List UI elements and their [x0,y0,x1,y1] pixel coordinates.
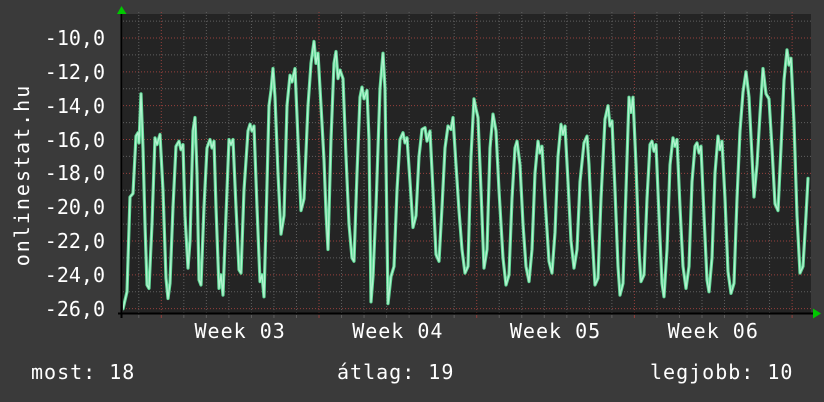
y-tick-label: -18,0 [44,161,105,186]
stat-now: most: 18 [31,360,136,384]
y-tick-label: -10,0 [44,26,105,50]
stat-best: legjobb: 10 [650,360,794,384]
y-tick-label: -22,0 [44,229,105,253]
x-tick-label: Week 05 [509,319,602,343]
signal-line-highlight [123,40,809,310]
y-tick-label: -16,0 [44,127,105,152]
stat-average: átlag: 19 [337,360,455,384]
y-axis-arrow-icon [117,6,127,14]
y-tick-label: -24,0 [44,262,105,287]
site-watermark-label: onlinestat.hu [10,83,34,267]
x-tick-label: Week 06 [667,319,759,343]
x-axis-arrow-icon [813,308,821,319]
x-tick-label: Week 04 [352,319,444,343]
y-tick-label: -14,0 [44,93,105,118]
y-tick-label: -26,0 [44,296,105,321]
y-tick-label: -12,0 [44,59,105,84]
x-tick-label: Week 03 [194,319,286,343]
y-tick-label: -20,0 [44,195,105,220]
